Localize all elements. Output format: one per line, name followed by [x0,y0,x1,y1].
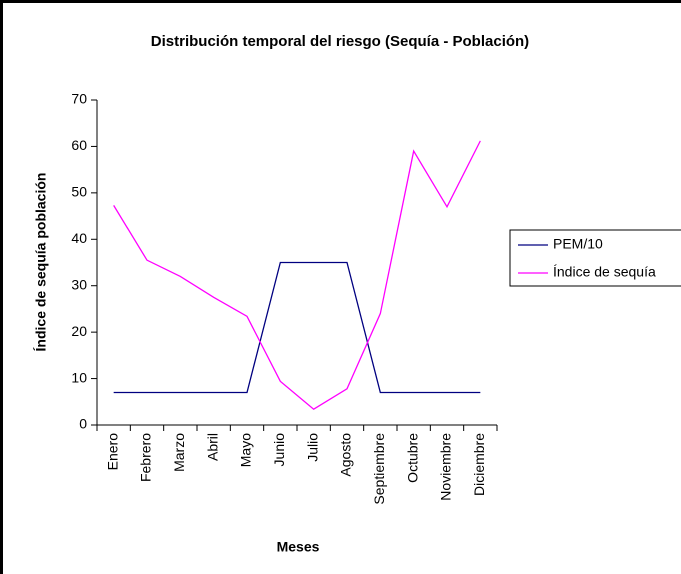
x-tick-label: Diciembre [471,433,487,496]
y-tick-label: 30 [71,276,87,292]
y-tick-label: 20 [71,323,87,339]
x-tick-label: Noviembre [438,433,454,501]
y-tick-label: 40 [71,230,87,246]
x-tick-label: Agosto [338,433,354,477]
x-tick-label: Septiembre [371,433,387,505]
x-tick-label: Abril [204,433,220,461]
y-tick-label: 0 [79,416,87,432]
y-axis-title: Índice de sequía población [33,173,49,352]
x-tick-label: Marzo [171,433,187,472]
y-tick-label: 70 [71,91,87,107]
series-line [113,140,481,411]
x-tick-label: Julio [304,433,320,462]
x-tick-label: Octubre [404,433,420,483]
x-tick-label: Enero [104,433,120,471]
y-tick-label: 60 [71,137,87,153]
series-line [113,261,481,394]
y-tick-label: 10 [71,369,87,385]
x-tick-label: Junio [271,433,287,467]
legend-label: PEM/10 [553,236,603,252]
chart-title: Distribución temporal del riesgo (Sequía… [151,33,529,50]
x-tick-label: Febrero [138,433,154,482]
legend-label: Índice de sequía [553,264,656,280]
x-axis-title: Meses [277,539,320,555]
x-tick-label: Mayo [238,433,254,467]
legend-box [509,229,681,287]
y-tick-label: 50 [71,184,87,200]
